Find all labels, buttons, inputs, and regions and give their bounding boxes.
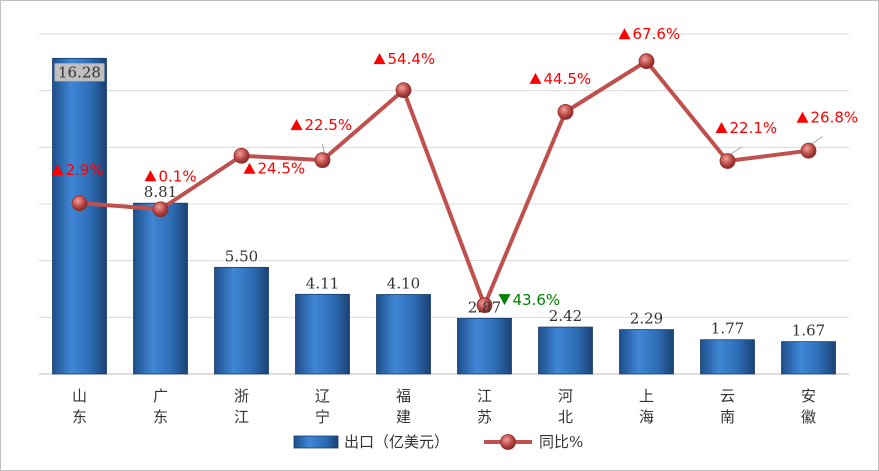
category-label: 河北 (558, 387, 573, 426)
up-triangle-icon (144, 170, 157, 182)
line-point (557, 103, 574, 120)
growth-label: 43.6% (513, 291, 561, 309)
growth-label: 67.6% (633, 25, 681, 43)
leader-line (810, 136, 823, 146)
up-triangle-icon (373, 53, 386, 65)
bar (538, 326, 593, 375)
leader-lines (322, 136, 823, 156)
category-label-char: 广 (153, 387, 168, 405)
bar (619, 329, 674, 375)
growth-label: 26.8% (811, 109, 859, 127)
growth-label: 44.5% (544, 70, 592, 88)
category-label: 广东 (153, 387, 168, 426)
category-label-char: 上 (639, 387, 654, 405)
up-triangle-icon (618, 28, 631, 40)
leader-line (729, 146, 742, 156)
bar-value-label: 4.10 (387, 275, 420, 293)
growth-label: 22.1% (730, 119, 778, 137)
category-label: 安徽 (801, 387, 816, 426)
category-label: 江苏 (477, 387, 492, 426)
legend: 出口（亿美元） 同比% (293, 433, 583, 451)
bar (133, 202, 188, 375)
bar (457, 317, 512, 375)
category-label: 浙江 (234, 387, 249, 426)
growth-label: 54.4% (388, 50, 436, 68)
up-triangle-icon (715, 122, 728, 134)
growth-label: 2.9% (66, 161, 104, 179)
line-point (638, 53, 655, 70)
category-label: 云南 (720, 387, 735, 426)
bar (781, 341, 836, 375)
category-label-char: 浙 (234, 387, 249, 405)
category-label-char: 辽 (315, 387, 330, 405)
category-label: 上海 (639, 387, 654, 426)
category-label-char: 宁 (315, 408, 330, 426)
category-label-char: 江 (477, 387, 492, 405)
category-label-char: 安 (801, 387, 816, 405)
data-labels: 16.28 8.81 5.50 4.11 4.10 2.87 2.42 2.29 1.77 1.6… (51, 25, 859, 340)
bar (52, 57, 107, 375)
bar-value-label: 5.50 (225, 247, 258, 265)
bar-value-label: 2.42 (549, 307, 582, 325)
bar (295, 293, 350, 375)
line-series (71, 53, 817, 314)
growth-label: 0.1% (159, 167, 197, 185)
up-triangle-icon (243, 162, 256, 174)
growth-label: 22.5% (305, 116, 353, 134)
bar (376, 294, 431, 375)
bar-value-label: 8.81 (144, 183, 177, 201)
line-point (719, 153, 736, 169)
line-point (233, 147, 250, 164)
bar-value-label: 1.67 (792, 322, 825, 340)
bar (214, 266, 269, 375)
down-triangle-icon (498, 294, 511, 306)
bar-value-label: 2.87 (468, 298, 501, 316)
up-triangle-icon (796, 111, 809, 123)
category-label-char: 南 (720, 408, 735, 426)
category-label-char: 山 (72, 387, 87, 405)
category-label-char: 海 (639, 408, 654, 426)
line-point (152, 201, 169, 218)
line-point (395, 82, 412, 99)
up-triangle-icon (529, 72, 542, 84)
line-point (314, 152, 331, 169)
legend-label-line: 同比% (539, 433, 583, 451)
bar-value-label: 4.11 (306, 274, 339, 292)
bar-value-label: 2.29 (630, 310, 663, 328)
category-label-char: 江 (234, 408, 249, 426)
category-label-char: 东 (72, 408, 87, 426)
line-point (476, 297, 493, 314)
up-triangle-icon (51, 164, 64, 176)
bar-series (52, 57, 836, 375)
category-label-char: 东 (153, 408, 168, 426)
bar-value-label: 1.77 (711, 320, 744, 338)
bar-value-label: 16.28 (58, 63, 101, 81)
category-label-char: 福 (396, 387, 411, 405)
up-triangle-icon (290, 119, 303, 131)
category-label: 福建 (396, 387, 411, 426)
legend-label-bar: 出口（亿美元） (344, 433, 449, 451)
category-label: 辽宁 (315, 387, 330, 426)
category-label-char: 北 (558, 408, 573, 426)
category-label-char: 建 (396, 408, 411, 426)
category-label-char: 苏 (477, 408, 492, 426)
line-path (79, 59, 809, 308)
line-point (71, 195, 88, 212)
bar (700, 339, 755, 375)
line-point (800, 142, 817, 159)
legend-swatch-bar (293, 435, 339, 449)
category-label-char: 徽 (801, 408, 816, 426)
category-label-char: 河 (558, 387, 573, 405)
legend-swatch-marker (500, 434, 516, 450)
growth-label: 24.5% (258, 160, 306, 178)
category-label-char: 云 (720, 387, 735, 405)
category-label: 山东 (72, 387, 87, 426)
bar-value-label-bg (54, 63, 105, 82)
